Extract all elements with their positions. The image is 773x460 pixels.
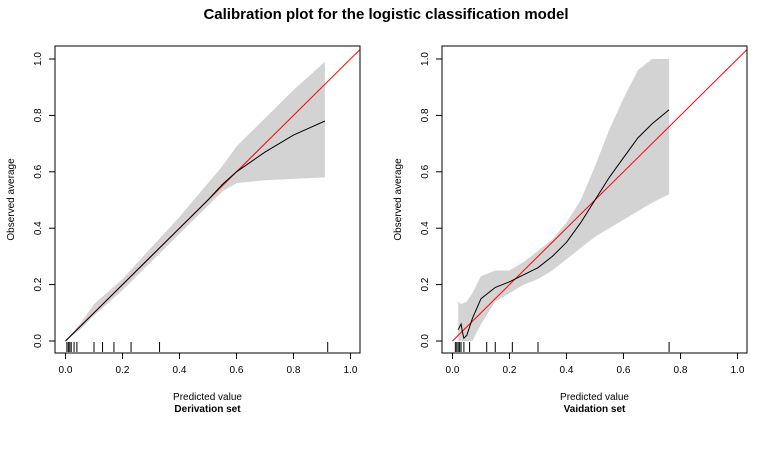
validation-reference-line — [452, 48, 747, 342]
validation-y-axis-label: Observed average — [393, 158, 404, 241]
derivation-subtitle: Derivation set — [174, 404, 241, 415]
derivation-x-tick-label-4: 0.8 — [287, 365, 301, 376]
derivation-y-tick-label-4: 0.8 — [33, 108, 44, 122]
derivation-x-axis-label: Predicted value — [173, 392, 242, 403]
validation-x-axis-label: Predicted value — [560, 392, 629, 403]
validation-y-tick-label-1: 0.2 — [420, 277, 431, 291]
validation-subtitle: Vaidation set — [564, 404, 626, 415]
derivation-calibration-curve — [65, 120, 326, 342]
derivation-confidence-band — [65, 61, 325, 342]
figure-title: Calibration plot for the logistic classi… — [203, 6, 568, 23]
derivation-y-tick-label-1: 0.2 — [33, 277, 44, 291]
derivation-y-tick-label-3: 0.6 — [33, 164, 44, 178]
derivation-x-tick-label-5: 1.0 — [344, 365, 358, 376]
validation-x-tick-label-1: 0.2 — [503, 365, 517, 376]
validation-x-tick-label-5: 1.0 — [731, 365, 745, 376]
validation-panel: 0.0 0.2 0.4 0.6 0.8 1.0 0.0 0.2 0.4 0.6 0.8 1.0 Pred… — [393, 45, 748, 415]
derivation-y-axis-label: Observed average — [6, 158, 17, 241]
validation-confidence-band — [458, 59, 670, 341]
derivation-x-tick-label-2: 0.4 — [173, 365, 187, 376]
derivation-x-tick-label-3: 0.6 — [230, 365, 244, 376]
derivation-panel: 0.0 0.2 0.4 0.6 0.8 1.0 0.0 0.2 0.4 0.6 0.8 1.0 Pred… — [6, 45, 361, 415]
validation-x-tick-label-0: 0.0 — [446, 365, 460, 376]
derivation-y-tick-label-2: 0.4 — [33, 221, 44, 235]
validation-y-tick-label-2: 0.4 — [420, 221, 431, 235]
validation-y-tick-label-4: 0.8 — [420, 108, 431, 122]
derivation-x-tick-label-1: 0.2 — [116, 365, 130, 376]
derivation-y-tick-label-5: 1.0 — [33, 52, 44, 66]
validation-y-tick-label-0: 0.0 — [420, 334, 431, 348]
validation-y-tick-label-5: 1.0 — [420, 52, 431, 66]
derivation-y-tick-label-0: 0.0 — [33, 334, 44, 348]
validation-x-tick-label-4: 0.8 — [674, 365, 688, 376]
validation-x-tick-label-2: 0.4 — [560, 365, 574, 376]
validation-x-tick-label-3: 0.6 — [617, 365, 631, 376]
derivation-x-tick-label-0: 0.0 — [59, 365, 73, 376]
validation-calibration-curve — [457, 109, 670, 340]
validation-y-tick-label-3: 0.6 — [420, 164, 431, 178]
